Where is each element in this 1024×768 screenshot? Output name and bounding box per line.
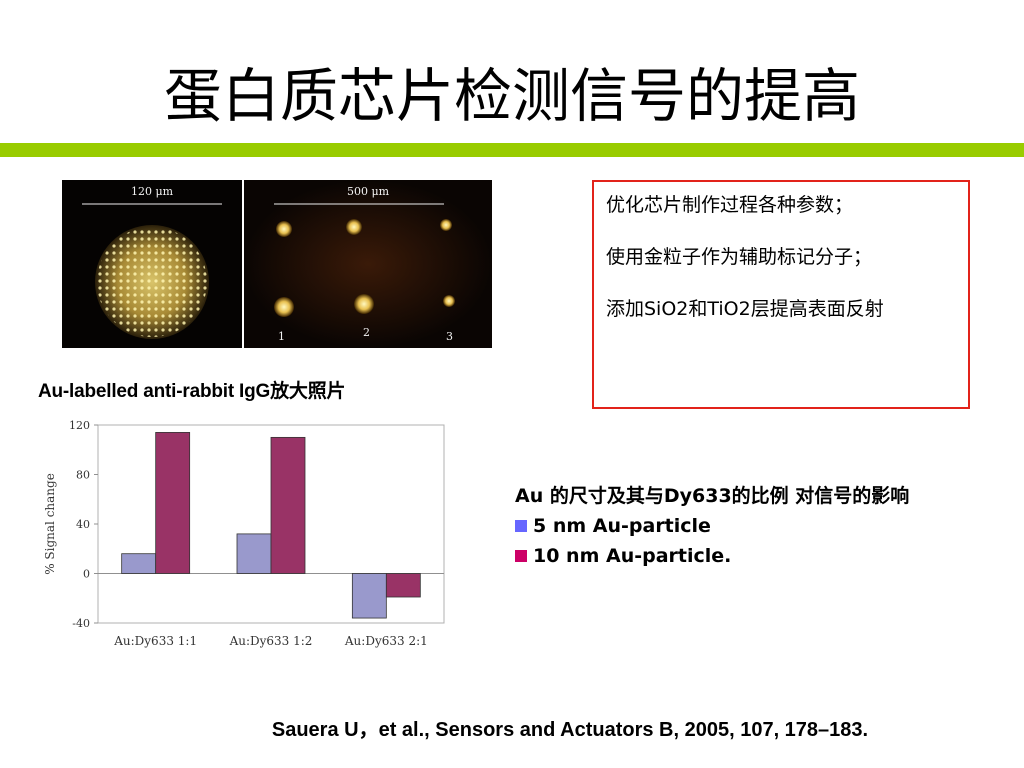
chart-legend: Au 的尺寸及其与Dy633的比例 对信号的影响 5 nm Au-particl… xyxy=(515,481,935,571)
scale-label-500um: 500 μm xyxy=(346,185,390,198)
scale-label-120um: 120 μm xyxy=(130,185,174,198)
title-accent-bar xyxy=(0,143,1024,157)
y-tick-label: 120 xyxy=(69,419,90,432)
bar-chart-svg: -40 0 40 80 120 % Signal change Au:Dy633 1:1 Au… xyxy=(43,419,445,648)
legend-label-10nm: 10 nm Au-particle. xyxy=(533,545,732,567)
bar xyxy=(155,432,191,574)
y-tick-label: 0 xyxy=(83,568,90,581)
legend-swatch-5nm xyxy=(515,520,527,532)
spot-label-3: 3 xyxy=(446,330,453,343)
note-item: 优化芯片制作过程各种参数； xyxy=(606,194,854,216)
legend-label-5nm: 5 nm Au-particle xyxy=(533,515,711,537)
notes-box: 优化芯片制作过程各种参数； 使用金粒子作为辅助标记分子； 添加SiO2和TiO2… xyxy=(592,180,970,409)
legend-swatch-10nm xyxy=(515,550,527,562)
bar xyxy=(236,533,272,574)
bar xyxy=(270,436,306,574)
y-axis-label: % Signal change xyxy=(43,473,57,575)
bar xyxy=(351,573,387,619)
citation: Sauera U，et al., Sensors and Actuators B… xyxy=(271,719,869,741)
bar xyxy=(121,553,157,574)
spot-label-1: 1 xyxy=(278,330,285,343)
micrograph-caption: Au-labelled anti-rabbit IgG放大照片 xyxy=(38,381,346,402)
slide-title: 蛋白质芯片检测信号的提高 xyxy=(163,62,860,130)
x-category-label: Au:Dy633 1:2 xyxy=(229,634,313,648)
x-category-label: Au:Dy633 1:1 xyxy=(113,634,197,648)
legend-heading: Au 的尺寸及其与Dy633的比例 对信号的影响 xyxy=(515,485,910,507)
note-item: 添加SiO2和TiO2层提高表面反射 xyxy=(606,298,884,320)
note-item: 使用金粒子作为辅助标记分子； xyxy=(606,246,873,268)
y-tick-label: -40 xyxy=(72,617,90,630)
signal-change-chart: -40 0 40 80 120 % Signal change Au:Dy633 1:1 Au… xyxy=(36,418,454,656)
micrograph-single-spot-image xyxy=(82,203,222,339)
spot-label-2: 2 xyxy=(363,326,370,339)
micrograph-single-spot: 120 μm xyxy=(62,180,242,348)
y-tick-label: 80 xyxy=(76,469,90,482)
bar xyxy=(385,573,421,598)
x-category-label: Au:Dy633 2:1 xyxy=(344,634,428,648)
y-tick-label: 40 xyxy=(76,518,90,531)
micrograph-spot-array: 500 μm 1 2 3 xyxy=(244,180,492,348)
micrograph-spot-array-image xyxy=(244,180,492,348)
legend-item-5nm: 5 nm Au-particle xyxy=(515,511,935,541)
legend-item-10nm: 10 nm Au-particle. xyxy=(515,541,935,571)
